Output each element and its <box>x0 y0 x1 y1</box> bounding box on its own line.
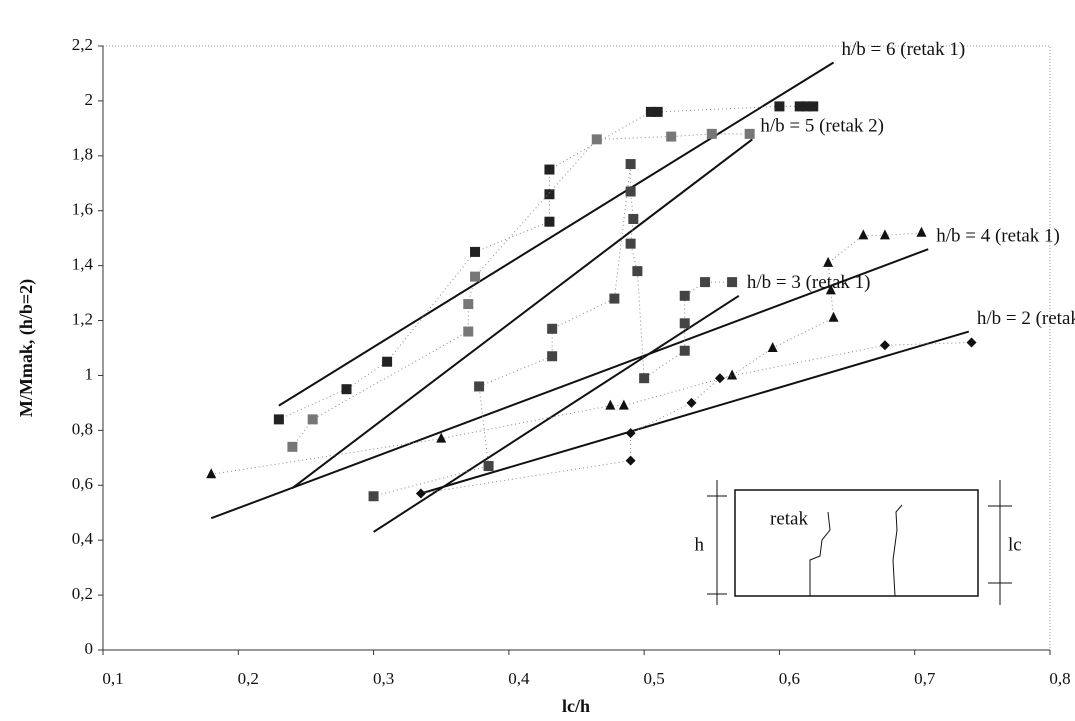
series-connector <box>292 134 749 447</box>
data-point <box>727 277 737 287</box>
data-point <box>858 229 868 239</box>
inset-lc-label: lc <box>1008 534 1022 555</box>
data-point <box>727 369 737 379</box>
x-axis-label: lc/h <box>562 696 590 716</box>
data-point <box>967 338 977 348</box>
data-point <box>626 239 636 249</box>
data-point <box>823 257 833 267</box>
series-connector <box>421 343 972 494</box>
inset-h-label: h <box>695 534 705 555</box>
data-point <box>666 132 676 142</box>
data-point <box>628 214 638 224</box>
data-point <box>463 327 473 337</box>
x-tick-label: 0,4 <box>508 669 530 688</box>
y-tick-label: 0,8 <box>72 419 93 438</box>
x-tick-label: 0,7 <box>914 669 936 688</box>
y-tick-label: 0,6 <box>72 474 93 493</box>
trend-line <box>421 332 969 494</box>
y-tick-label: 2 <box>85 90 94 109</box>
data-point <box>206 468 216 478</box>
y-tick-label: 0,2 <box>72 584 93 603</box>
x-tick-label: 0,2 <box>238 669 259 688</box>
data-point <box>680 318 690 328</box>
data-point <box>680 291 690 301</box>
y-tick-label: 1,2 <box>72 309 93 328</box>
data-point <box>680 346 690 356</box>
x-tick-label: 0,8 <box>1049 669 1070 688</box>
data-point <box>470 247 480 257</box>
x-tick-label: 0,3 <box>373 669 394 688</box>
data-point <box>916 227 926 237</box>
data-point <box>274 414 284 424</box>
data-point <box>544 165 554 175</box>
trend-label: h/b = 3 (retak 1) <box>747 272 871 293</box>
data-point <box>544 189 554 199</box>
data-point <box>745 129 755 139</box>
data-point <box>470 272 480 282</box>
trend-label: h/b = 4 (retak 1) <box>936 226 1060 247</box>
data-point <box>544 217 554 227</box>
inset-beam <box>735 490 978 596</box>
data-point <box>707 129 717 139</box>
data-point <box>700 277 710 287</box>
data-point <box>416 489 426 499</box>
trend-label: h/b = 2 (retak 4) <box>977 308 1075 329</box>
y-axis-label: M/Mmak, (h/b=2) <box>16 279 37 417</box>
inset-crack <box>893 505 902 596</box>
data-point <box>653 107 663 117</box>
y-tick-label: 1,6 <box>72 200 93 219</box>
data-point <box>626 159 636 169</box>
chart: lc/h M/Mmak, (h/b=2) retak h lc 0 0,2 0,4 0… <box>0 0 1075 721</box>
data-point <box>768 342 778 352</box>
data-point <box>774 101 784 111</box>
data-point <box>484 461 494 471</box>
data-point <box>474 381 484 391</box>
data-point <box>619 400 629 410</box>
x-tick-label: 0,1 <box>102 669 123 688</box>
data-point <box>463 299 473 309</box>
inset-diagram: retak h lc <box>695 480 1022 605</box>
data-point <box>639 373 649 383</box>
trend-label: h/b = 5 (retak 2) <box>760 116 884 137</box>
data-point <box>547 351 557 361</box>
data-point <box>382 357 392 367</box>
inset-crack <box>810 512 830 596</box>
data-point <box>308 414 318 424</box>
inset-crack-label: retak <box>770 508 808 529</box>
y-tick-label: 2,2 <box>72 35 93 54</box>
data-point <box>808 101 818 111</box>
data-point <box>342 384 352 394</box>
x-tick-label: 0,5 <box>644 669 665 688</box>
trend-label: h/b = 6 (retak 1) <box>842 39 966 60</box>
y-tick-label: 1,8 <box>72 145 93 164</box>
data-point <box>592 134 602 144</box>
data-point <box>626 456 636 466</box>
series-connector <box>211 233 921 475</box>
data-point <box>880 340 890 350</box>
y-tick-label: 0 <box>85 639 94 658</box>
data-point <box>626 187 636 197</box>
plot-frame <box>103 46 1050 650</box>
data-point <box>547 324 557 334</box>
data-point <box>829 312 839 322</box>
data-point <box>880 229 890 239</box>
data-point <box>609 294 619 304</box>
y-tick-label: 1 <box>85 364 94 383</box>
data-point <box>605 400 615 410</box>
y-tick-label: 0,4 <box>72 529 94 548</box>
data-point <box>287 442 297 452</box>
x-tick-label: 0,6 <box>779 669 800 688</box>
data-point <box>369 491 379 501</box>
data-point <box>632 266 642 276</box>
y-tick-label: 1,4 <box>72 255 94 274</box>
